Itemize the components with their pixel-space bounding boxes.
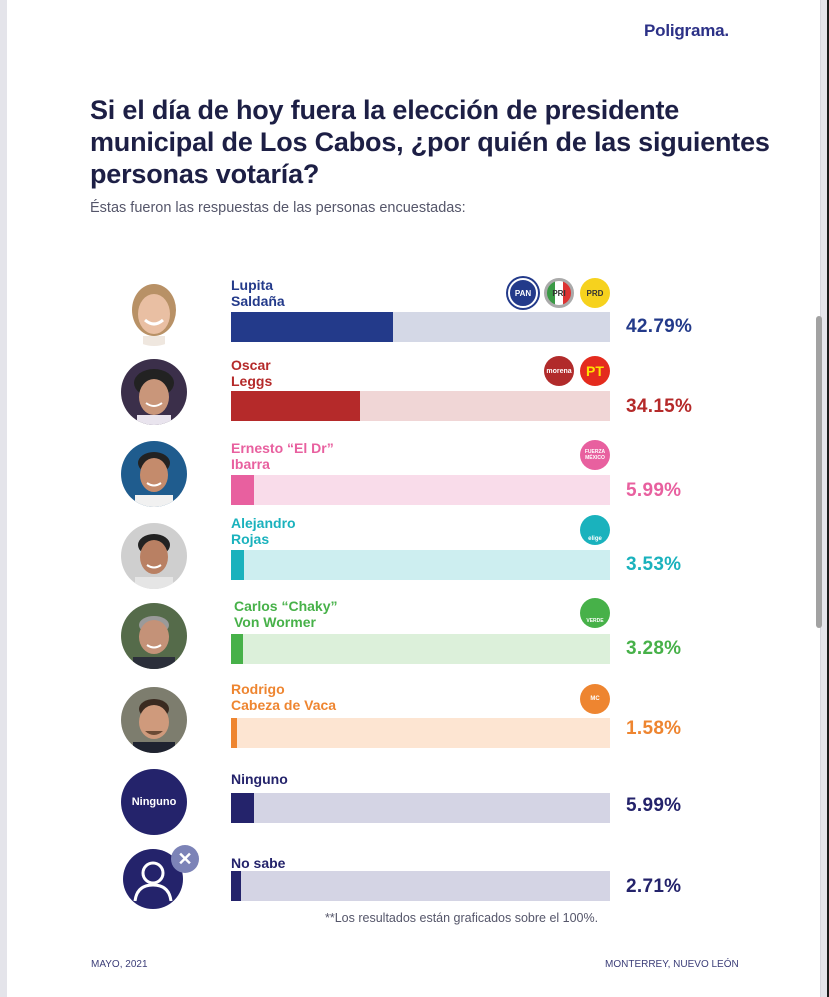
pt-logo-icon: PT bbox=[580, 356, 610, 386]
party-logos: morena PT bbox=[544, 356, 610, 386]
brand-name: Poligrama bbox=[644, 21, 725, 40]
bar-track bbox=[231, 718, 610, 748]
value-label: 2.71% bbox=[626, 876, 682, 897]
candidate-name: Ninguno bbox=[231, 771, 288, 787]
bar-row: Carlos “Chaky” Von Wormer VERDE 3.28% bbox=[0, 598, 829, 678]
footer-location: MONTERREY, NUEVO LEÓN bbox=[605, 959, 739, 970]
bar-track bbox=[231, 475, 610, 505]
pan-logo-icon: PAN bbox=[508, 278, 538, 308]
brand-logo: Poligrama. bbox=[644, 21, 729, 41]
candidate-name-line2: Ibarra bbox=[231, 456, 270, 472]
value-label: 5.99% bbox=[626, 480, 682, 501]
candidate-name-line1: No sabe bbox=[231, 855, 286, 871]
mc-logo-icon: MC bbox=[580, 684, 610, 714]
bar-track bbox=[231, 634, 610, 664]
face-icon bbox=[121, 280, 187, 346]
footer-date: MAYO, 2021 bbox=[91, 959, 148, 970]
face-icon bbox=[121, 603, 187, 669]
party-logos: FUERZA MÉXICO bbox=[580, 440, 610, 470]
candidate-name-line1: Lupita bbox=[231, 277, 273, 293]
face-icon bbox=[121, 359, 187, 425]
bar-track bbox=[231, 391, 610, 421]
bar-fill bbox=[231, 391, 361, 421]
value-label: 3.28% bbox=[626, 638, 682, 659]
morena-logo-icon: morena bbox=[544, 356, 574, 386]
bar-row: Ernesto “El Dr” Ibarra FUERZA MÉXICO 5.9… bbox=[0, 440, 829, 520]
candidate-photo bbox=[121, 280, 187, 346]
window-border bbox=[827, 0, 829, 997]
candidate-name: Oscar Leggs bbox=[231, 357, 272, 389]
bar-fill bbox=[231, 793, 254, 823]
candidate-name-line1: Carlos “Chaky” bbox=[234, 598, 338, 614]
bar-track bbox=[231, 793, 610, 823]
avatar-label: Ninguno bbox=[131, 796, 177, 808]
candidate-name-line1: Alejandro bbox=[231, 515, 296, 531]
candidate-photo bbox=[121, 687, 187, 753]
candidate-name: Alejandro Rojas bbox=[231, 515, 296, 547]
value-label: 42.79% bbox=[626, 316, 693, 337]
bar-fill bbox=[231, 634, 244, 664]
candidate-photo bbox=[121, 523, 187, 589]
chart-title: Si el día de hoy fuera la elección de pr… bbox=[90, 95, 770, 189]
prd-logo-icon: PRD bbox=[580, 278, 610, 308]
chart-subtitle: Éstas fueron las respuestas de las perso… bbox=[90, 200, 466, 216]
brand-dot: . bbox=[724, 21, 729, 40]
party-logos: PAN PRI PRD bbox=[508, 278, 610, 308]
candidate-name-line1: Ninguno bbox=[231, 771, 288, 787]
bar-row: Lupita Saldaña PAN PRI PRD 42.79% bbox=[0, 276, 829, 356]
face-icon bbox=[121, 687, 187, 753]
candidate-name-line2: Rojas bbox=[231, 531, 270, 547]
candidate-name: Lupita Saldaña bbox=[231, 277, 285, 309]
bar-row: Ninguno Ninguno 5.99% bbox=[0, 768, 829, 848]
pri-logo-icon: PRI bbox=[544, 278, 574, 308]
face-icon bbox=[121, 523, 187, 589]
candidate-name: No sabe bbox=[231, 855, 285, 871]
bar-row: Oscar Leggs morena PT 34.15% bbox=[0, 356, 829, 436]
verde-logo-icon: VERDE bbox=[580, 598, 610, 628]
value-label: 34.15% bbox=[626, 396, 693, 417]
bar-fill bbox=[231, 475, 254, 505]
party-logos: VERDE bbox=[580, 598, 610, 628]
party-logos: elige bbox=[580, 515, 610, 545]
candidate-name-line1: Rodrigo bbox=[231, 681, 285, 697]
candidate-photo bbox=[121, 359, 187, 425]
candidate-name-line1: Ernesto “El Dr” bbox=[231, 440, 334, 456]
candidate-photo bbox=[121, 603, 187, 669]
bar-row: ✕ No sabe 2.71% bbox=[0, 845, 829, 926]
candidate-name-line2: Cabeza de Vaca bbox=[231, 697, 337, 713]
x-badge-icon: ✕ bbox=[171, 845, 199, 873]
left-edge bbox=[0, 0, 7, 997]
candidate-name: Ernesto “El Dr” Ibarra bbox=[231, 440, 334, 472]
bar-fill bbox=[231, 871, 242, 901]
value-label: 5.99% bbox=[626, 795, 682, 816]
bar-row: Alejandro Rojas elige 3.53% bbox=[0, 515, 829, 595]
candidate-name-line2: Saldaña bbox=[231, 293, 285, 309]
unknown-person-avatar: ✕ bbox=[123, 845, 199, 909]
fuerza-mexico-logo-icon: FUERZA MÉXICO bbox=[580, 440, 610, 470]
elige-logo-icon: elige bbox=[580, 515, 610, 545]
bar-track bbox=[231, 871, 610, 901]
value-label: 1.58% bbox=[626, 718, 682, 739]
bar-track bbox=[231, 550, 610, 580]
candidate-name: Carlos “Chaky” Von Wormer bbox=[234, 598, 337, 630]
bar-fill bbox=[231, 550, 245, 580]
ninguno-avatar: Ninguno bbox=[121, 769, 187, 835]
candidate-photo bbox=[121, 441, 187, 507]
candidate-name-line2: Von Wormer bbox=[234, 614, 316, 630]
scrollbar-thumb[interactable] bbox=[816, 316, 822, 628]
bar-row: Rodrigo Cabeza de Vaca MC 1.58% bbox=[0, 681, 829, 761]
party-logos: MC bbox=[580, 684, 610, 714]
candidate-name-line1: Oscar bbox=[231, 357, 271, 373]
person-icon bbox=[133, 861, 173, 902]
bar-fill bbox=[231, 312, 394, 342]
candidate-name-line2: Leggs bbox=[231, 373, 273, 389]
footnote: **Los resultados están graficados sobre … bbox=[325, 911, 599, 925]
bar-track bbox=[231, 312, 610, 342]
candidate-name: Rodrigo Cabeza de Vaca bbox=[231, 681, 336, 713]
bar-fill bbox=[231, 718, 237, 748]
value-label: 3.53% bbox=[626, 554, 682, 575]
face-icon bbox=[121, 441, 187, 507]
